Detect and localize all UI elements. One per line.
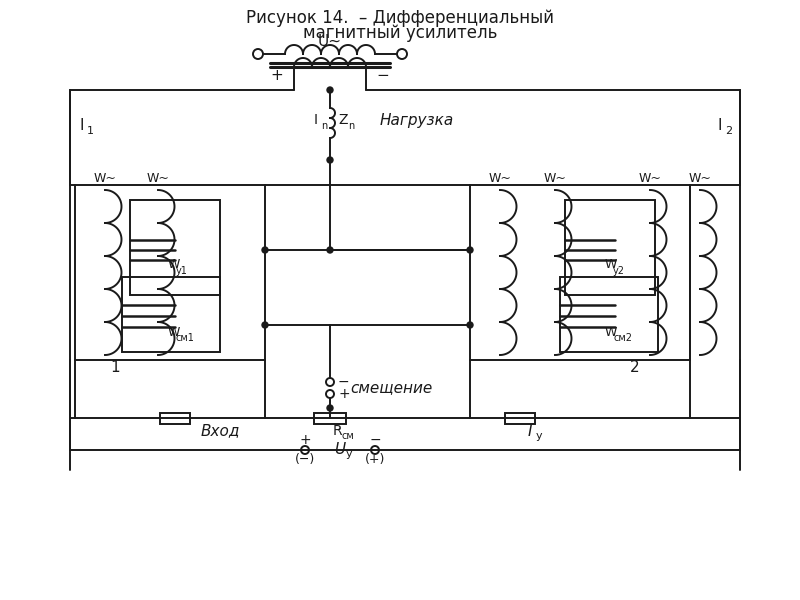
Text: W~: W~ xyxy=(543,172,566,185)
Text: см2: см2 xyxy=(613,333,632,343)
Bar xyxy=(130,200,220,295)
Bar xyxy=(75,185,265,360)
Bar xyxy=(122,277,220,352)
Text: n: n xyxy=(321,121,327,131)
Text: −: − xyxy=(369,433,381,447)
Circle shape xyxy=(327,157,333,163)
Circle shape xyxy=(327,247,333,253)
Text: U~: U~ xyxy=(318,34,342,49)
Text: см1: см1 xyxy=(176,333,195,343)
Text: смещение: смещение xyxy=(350,380,432,395)
Text: +: + xyxy=(270,68,283,83)
Text: у: у xyxy=(346,449,353,459)
Text: W: W xyxy=(605,259,618,271)
Circle shape xyxy=(467,247,473,253)
Text: +: + xyxy=(338,387,350,401)
Text: W: W xyxy=(168,259,180,271)
Text: 1: 1 xyxy=(110,359,120,374)
Text: W~: W~ xyxy=(638,172,662,185)
Text: W~: W~ xyxy=(94,172,117,185)
Text: I: I xyxy=(80,118,84,133)
Circle shape xyxy=(467,322,473,328)
Text: I: I xyxy=(718,118,722,133)
Bar xyxy=(160,413,190,424)
Text: −: − xyxy=(377,68,390,83)
Text: Z: Z xyxy=(338,113,348,127)
Text: U: U xyxy=(334,443,346,457)
Text: +: + xyxy=(299,433,311,447)
Text: (−): (−) xyxy=(295,454,315,467)
Text: Рисунок 14.  – Дифференциальный: Рисунок 14. – Дифференциальный xyxy=(246,9,554,27)
Text: у: у xyxy=(536,431,542,441)
Text: у2: у2 xyxy=(613,266,625,276)
Text: см: см xyxy=(341,431,354,441)
Text: W~: W~ xyxy=(489,172,511,185)
Text: R: R xyxy=(333,424,342,438)
Text: W: W xyxy=(168,325,180,338)
Text: Вход: Вход xyxy=(200,424,240,439)
Text: I: I xyxy=(314,113,318,127)
Bar xyxy=(314,413,346,424)
Bar xyxy=(470,185,690,360)
Text: W~: W~ xyxy=(689,172,711,185)
Circle shape xyxy=(262,247,268,253)
Text: у1: у1 xyxy=(176,266,188,276)
Circle shape xyxy=(262,322,268,328)
Text: 2: 2 xyxy=(725,126,732,136)
Bar xyxy=(565,200,655,295)
Circle shape xyxy=(327,87,333,93)
Text: W~: W~ xyxy=(146,172,170,185)
Text: I: I xyxy=(528,424,532,439)
Text: W: W xyxy=(605,325,618,338)
Bar xyxy=(505,413,535,424)
Text: 1: 1 xyxy=(87,126,94,136)
Text: n: n xyxy=(348,121,354,131)
Bar xyxy=(560,277,658,352)
Text: (+): (+) xyxy=(365,454,385,467)
Circle shape xyxy=(327,405,333,411)
Text: −: − xyxy=(338,375,350,389)
Text: 2: 2 xyxy=(630,359,640,374)
Text: магнитный усилитель: магнитный усилитель xyxy=(303,24,497,42)
Text: Нагрузка: Нагрузка xyxy=(380,113,454,127)
